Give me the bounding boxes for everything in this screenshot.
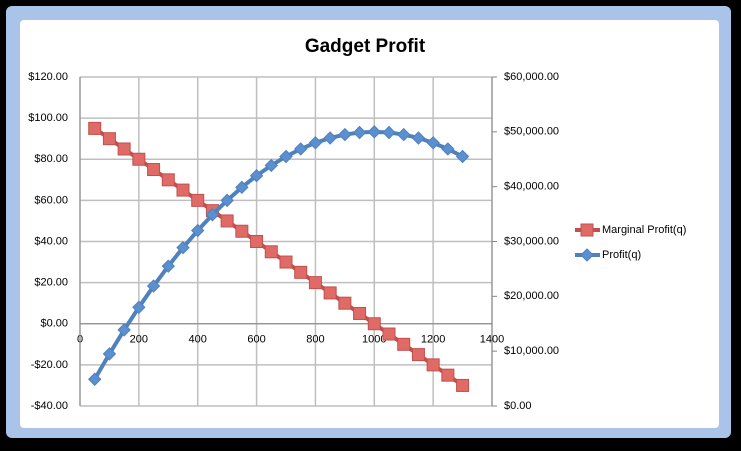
data-point	[308, 276, 322, 290]
legend-marker	[580, 223, 594, 237]
y-tick-label: -$40.00	[31, 400, 68, 412]
data-point	[102, 132, 116, 146]
data-point	[176, 240, 190, 255]
data-point	[426, 358, 440, 372]
y-tick-label: $100.00	[28, 112, 68, 124]
data-point	[426, 136, 440, 150]
data-point	[323, 131, 337, 145]
y-tick-label: $80.00	[34, 153, 68, 165]
y-tick-label: -$20.00	[31, 359, 68, 371]
data-point	[88, 372, 102, 386]
data-point	[279, 255, 293, 269]
data-point	[161, 259, 175, 273]
y2-tick-label: $10,000.00	[504, 345, 559, 357]
data-point	[205, 208, 220, 222]
x-tick-label: 200	[130, 334, 148, 346]
y2-tick-label: $0.00	[504, 400, 532, 412]
data-point	[264, 158, 278, 173]
data-point	[367, 317, 381, 331]
y2-tick-label: $40,000.00	[504, 181, 559, 193]
data-point	[352, 125, 367, 140]
data-point	[147, 163, 161, 177]
data-point	[294, 142, 308, 156]
data-point	[411, 348, 425, 362]
y-tick-label: $20.00	[34, 277, 68, 289]
y2-tick-label: $60,000.00	[504, 71, 559, 83]
legend-label: Marginal Profit(q)	[602, 224, 686, 236]
data-point	[264, 245, 278, 259]
data-point	[279, 149, 293, 164]
data-point	[220, 193, 234, 208]
data-point	[338, 296, 352, 310]
data-point	[411, 131, 426, 145]
data-point	[132, 152, 146, 166]
data-point	[338, 127, 352, 142]
data-point	[367, 125, 381, 139]
y2-tick-label: $20,000.00	[504, 290, 559, 302]
x-tick-label: 600	[247, 334, 265, 346]
y2-tick-label: $50,000.00	[504, 126, 559, 138]
data-point	[441, 368, 455, 382]
data-point	[382, 327, 396, 341]
y-tick-label: $60.00	[34, 194, 68, 206]
data-point	[102, 347, 117, 361]
data-point	[250, 235, 264, 248]
data-point	[146, 279, 161, 293]
data-point	[235, 180, 249, 195]
data-point	[456, 378, 470, 392]
data-point	[117, 323, 131, 337]
data-point	[397, 127, 411, 142]
y-tick-label: $0.00	[40, 318, 68, 330]
x-tick-label: 800	[306, 334, 324, 346]
legend-label: Profit(q)	[602, 249, 641, 261]
window-frame	[6, 6, 731, 438]
x-tick-label: 400	[189, 334, 207, 346]
x-tick-label: 1200	[421, 334, 445, 346]
y-tick-label: $40.00	[34, 235, 68, 247]
data-point	[441, 142, 455, 156]
data-point	[220, 214, 234, 228]
data-point	[397, 337, 411, 351]
data-point	[308, 136, 323, 150]
chart-title: Gadget Profit	[305, 36, 426, 57]
data-point	[323, 286, 337, 300]
data-point	[191, 223, 205, 238]
data-point	[294, 265, 308, 279]
data-point	[132, 300, 146, 315]
data-point	[249, 168, 264, 183]
data-point	[88, 121, 102, 135]
legend-marker	[580, 248, 594, 262]
chart-area	[20, 20, 719, 428]
y2-tick-label: $30,000.00	[504, 235, 559, 247]
x-tick-label: 1000	[362, 334, 386, 346]
y-tick-label: $120.00	[28, 71, 68, 83]
data-point	[382, 125, 396, 140]
data-point	[455, 149, 470, 164]
data-point	[176, 183, 190, 197]
data-point	[353, 306, 367, 320]
data-point	[117, 142, 131, 156]
data-point	[191, 193, 205, 207]
data-point	[161, 173, 175, 187]
data-point	[235, 224, 249, 238]
